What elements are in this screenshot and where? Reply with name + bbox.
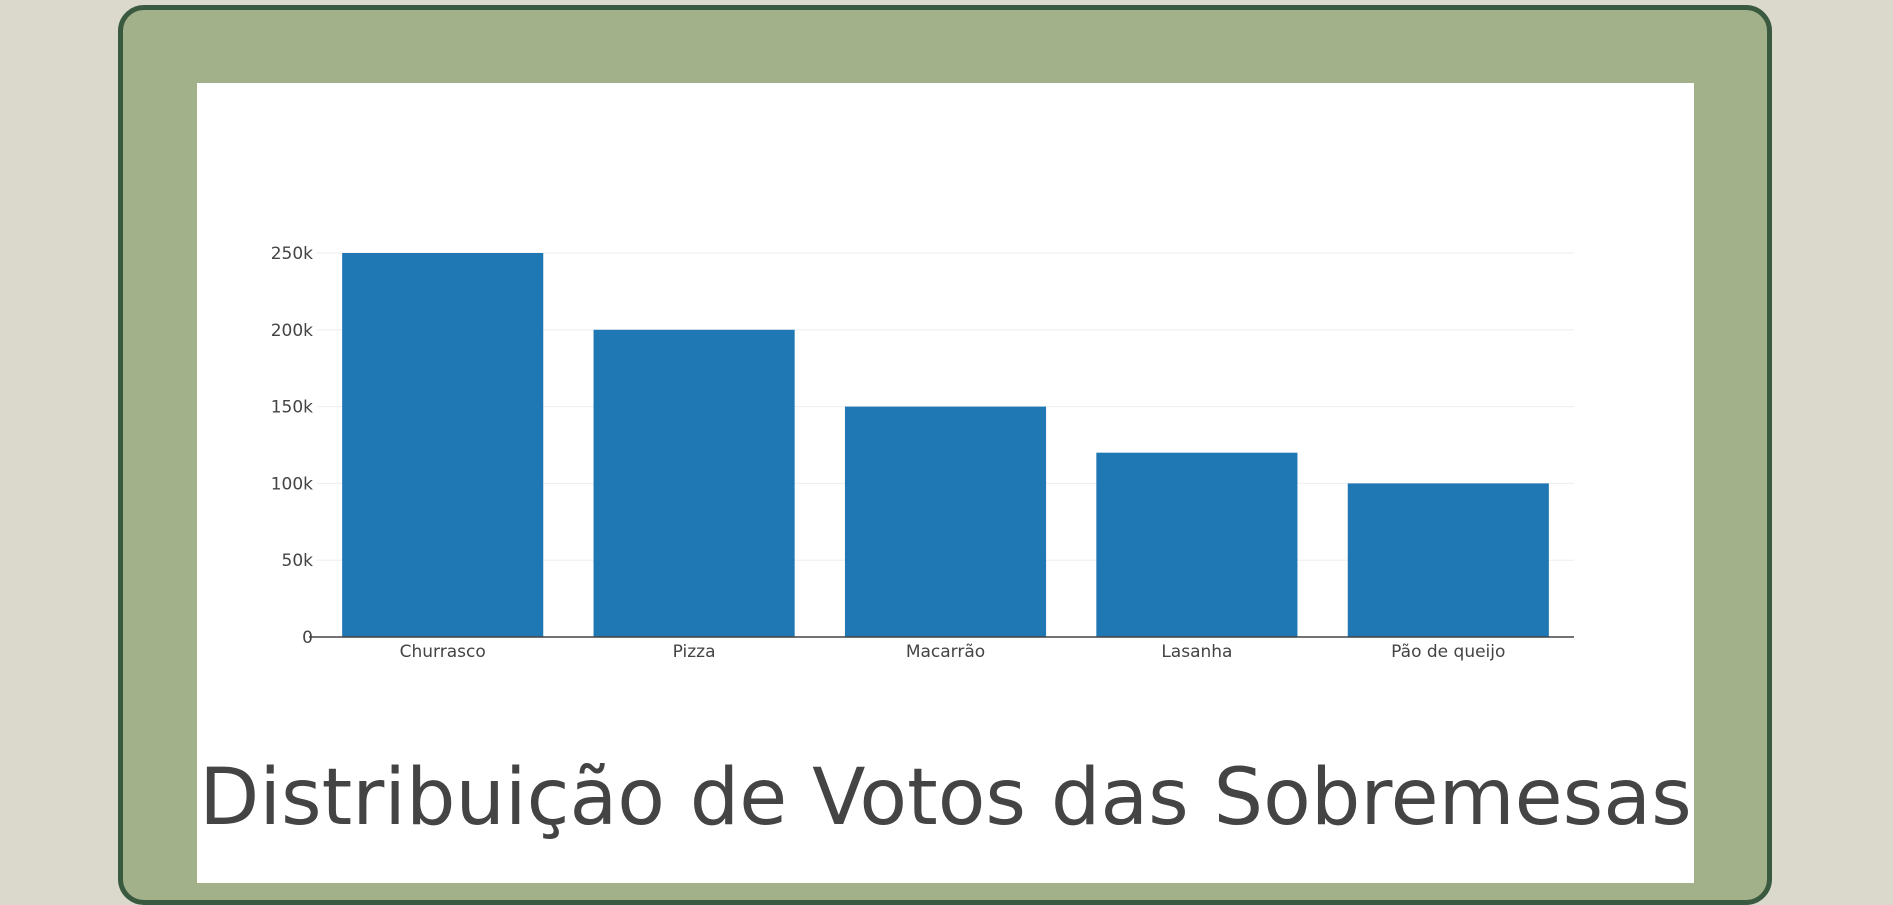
bar [342, 253, 544, 637]
bar [1096, 452, 1298, 637]
x-tick-label: Churrasco [400, 642, 486, 662]
y-tick-label: 0 [302, 628, 313, 648]
bar [1347, 483, 1549, 637]
chart-caption: Distribuição de Votos das Sobremesas [199, 753, 1692, 843]
bar [593, 329, 795, 637]
y-tick-label: 200k [271, 321, 313, 341]
chart-card: 0 50k 100k 150k 200k 250k Churrasco Pizza Macarr… [197, 83, 1694, 883]
x-tick-label: Lasanha [1161, 642, 1232, 662]
y-tick-label: 250k [271, 244, 313, 264]
x-tick-label: Macarrão [906, 642, 985, 662]
y-tick-label: 100k [271, 474, 313, 494]
bar [844, 406, 1047, 637]
y-tick-label: 50k [282, 551, 314, 571]
x-tick-label: Pão de queijo [1391, 642, 1505, 662]
y-tick-label: 150k [271, 398, 313, 418]
bar-chart: 0 50k 100k 150k 200k 250k Churrasco Pizza Macarr… [271, 244, 1574, 662]
x-tick-label: Pizza [673, 642, 716, 662]
